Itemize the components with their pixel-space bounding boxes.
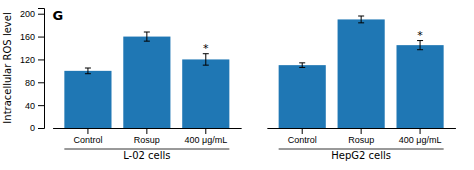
x-tick: 400 μg/mL xyxy=(399,128,442,145)
error-bar-stem xyxy=(205,54,206,65)
x-tick-label: Control xyxy=(288,135,317,145)
x-tick: 400 μg/mL xyxy=(184,128,227,145)
error-bar-cap xyxy=(85,68,91,69)
x-tick: Control xyxy=(288,128,317,145)
x-tick-mark xyxy=(87,128,88,134)
error-bar-cap xyxy=(358,22,364,23)
x-tick: Control xyxy=(73,128,102,145)
y-tick-mark xyxy=(38,82,44,83)
y-tick-mark xyxy=(38,128,44,129)
bars xyxy=(64,16,443,128)
x-tick-mark xyxy=(205,128,206,134)
bar xyxy=(279,65,326,128)
y-tick: 80 xyxy=(25,78,44,88)
error-bar-cap xyxy=(299,62,305,63)
bar xyxy=(338,19,385,128)
y-tick: 40 xyxy=(25,101,44,111)
bar xyxy=(397,45,444,128)
error-bar-stem xyxy=(420,41,421,50)
x-tick-mark xyxy=(361,128,362,134)
y-tick-label: 0 xyxy=(30,123,35,133)
error-bar xyxy=(144,32,150,41)
x-axis: Control Rosup 400 μg/mL xyxy=(53,128,242,145)
title: G xyxy=(52,8,63,23)
y-tick: 160 xyxy=(20,32,44,42)
y-tick-label: 40 xyxy=(25,101,35,111)
x-tick-mark xyxy=(420,128,421,134)
y-axis-title: Intracellular ROS level xyxy=(2,12,13,123)
error-bar-cap xyxy=(417,49,423,50)
y-tick: 120 xyxy=(20,55,44,65)
error-bar-cap xyxy=(85,73,91,74)
group-label: HepG2 cells xyxy=(331,150,391,161)
y-axis-line xyxy=(38,9,45,129)
x-axis-line xyxy=(53,128,242,129)
x-tick: Rosup xyxy=(134,128,160,145)
x-tick-mark xyxy=(302,128,303,134)
chart-svg: 0 40 80 120 160 200 Control Rosup 400 μg/mL L-02 … xyxy=(0,0,474,170)
bar xyxy=(182,59,229,128)
error-bar-stem xyxy=(302,63,303,68)
error-bar-cap xyxy=(144,41,150,42)
y-tick-mark xyxy=(38,105,44,106)
x-tick-label: Control xyxy=(73,135,102,145)
error-bar xyxy=(299,63,305,68)
y-tick: 0 xyxy=(30,123,44,133)
annotation: * xyxy=(417,29,423,42)
x-tick-mark xyxy=(146,128,147,134)
x-tick-label: 400 μg/mL xyxy=(399,135,442,145)
error-bar xyxy=(358,16,364,23)
bar xyxy=(123,37,170,128)
y-tick-label: 160 xyxy=(20,32,35,42)
x-axis-line xyxy=(267,128,456,129)
y-tick: 200 xyxy=(20,9,44,19)
error-bar-cap xyxy=(358,16,364,17)
bar xyxy=(64,71,111,128)
error-bar xyxy=(417,41,423,50)
x-tick-label: Rosup xyxy=(348,135,374,145)
group-label: L-02 cells xyxy=(123,150,170,161)
y-tick-label: 200 xyxy=(20,9,35,19)
annotation: * xyxy=(203,42,209,55)
x-tick-label: Rosup xyxy=(134,135,160,145)
error-bar-cap xyxy=(299,67,305,68)
error-bar-stem xyxy=(361,16,362,23)
error-bar-stem xyxy=(146,32,147,41)
y-tick-label: 120 xyxy=(20,55,35,65)
plot: 0 40 80 120 160 200 Control Rosup 400 μg/mL L-02 … xyxy=(2,8,456,162)
x-tick: Rosup xyxy=(348,128,374,145)
x-tick-label: 400 μg/mL xyxy=(184,135,227,145)
error-bar-cap xyxy=(203,65,209,66)
y-axis: 0 40 80 120 160 200 xyxy=(20,9,45,134)
y-tick-label: 80 xyxy=(25,78,35,88)
error-bar xyxy=(85,68,91,74)
error-bar-stem xyxy=(87,68,88,74)
error-bar-cap xyxy=(144,32,150,33)
error-bar xyxy=(203,54,209,65)
y-tick-mark xyxy=(38,59,44,60)
y-tick-mark xyxy=(38,14,44,15)
y-tick-mark xyxy=(38,37,44,38)
x-axis: Control Rosup 400 μg/mL xyxy=(267,128,456,145)
